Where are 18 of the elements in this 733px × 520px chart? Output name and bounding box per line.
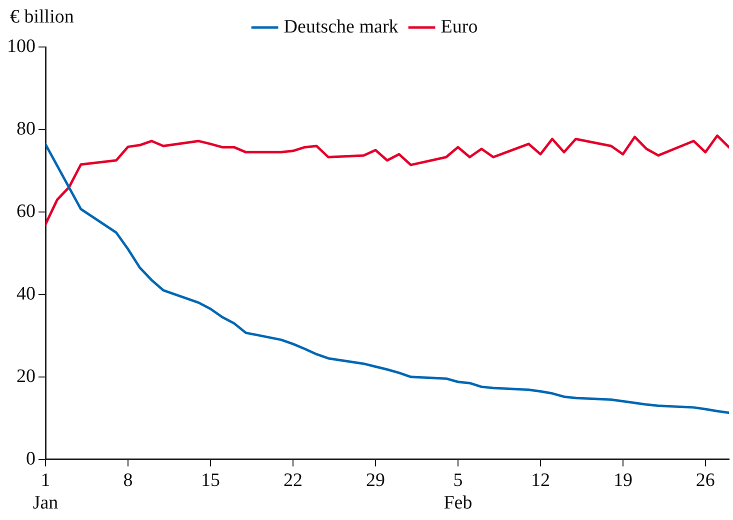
x-tick-label: 19: [613, 470, 632, 491]
y-tick-label: 80: [16, 118, 36, 140]
legend-label: Deutsche mark: [284, 16, 399, 38]
y-tick-label: 40: [16, 283, 36, 304]
y-tick-label: 100: [7, 36, 36, 57]
x-tick-label: 29: [366, 470, 385, 491]
x-tick-label: 15: [200, 470, 220, 491]
x-tick-label: 26: [696, 470, 715, 491]
x-tick-label: 1 Jan: [32, 470, 59, 514]
x-tick-label: 12: [530, 470, 550, 491]
y-tick-label: 0: [26, 448, 36, 470]
y-axis-title: € billion: [10, 6, 74, 28]
x-tick-label: 8: [123, 470, 133, 491]
y-tick-label: 20: [16, 366, 36, 387]
x-tick-label: 22: [283, 470, 302, 491]
x-tick-label: 5 Feb: [444, 470, 472, 514]
y-tick-label: 60: [16, 200, 36, 222]
legend-label: Euro: [440, 16, 478, 38]
